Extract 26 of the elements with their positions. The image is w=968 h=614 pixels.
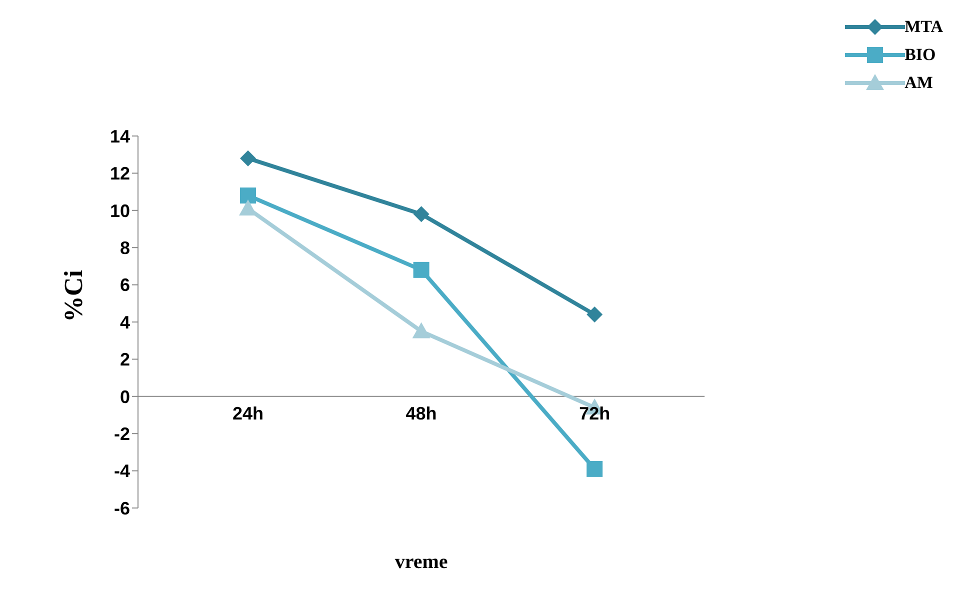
y-tick-label: -6	[114, 498, 130, 518]
legend-label: BIO	[904, 45, 936, 65]
point	[413, 206, 430, 222]
point	[413, 262, 430, 278]
legend-label: AM	[904, 73, 933, 93]
y-tick-label: -2	[114, 424, 130, 444]
y-tick-label: 10	[110, 200, 130, 221]
x-tick-label: 24h	[232, 403, 264, 424]
point	[240, 150, 256, 166]
y-tick-label: 0	[120, 386, 130, 407]
y-tick-label: 12	[110, 164, 130, 184]
y-tick-label: 6	[120, 275, 130, 296]
point	[412, 322, 430, 338]
point	[586, 460, 603, 477]
legend-label: MTA	[904, 17, 943, 37]
x-axis-title: vreme	[394, 551, 448, 573]
y-tick-label: 8	[120, 238, 130, 258]
y-tick-label: -4	[114, 461, 130, 482]
point	[240, 188, 256, 204]
y-tick-label: 4	[120, 312, 130, 332]
y-axis-title: %Ci	[59, 270, 88, 322]
x-tick-label: 48h	[406, 403, 437, 424]
x-tick-label: 72h	[579, 403, 610, 424]
point	[586, 306, 603, 323]
y-tick-label: 14	[110, 126, 130, 146]
y-tick-label: 2	[120, 350, 130, 370]
